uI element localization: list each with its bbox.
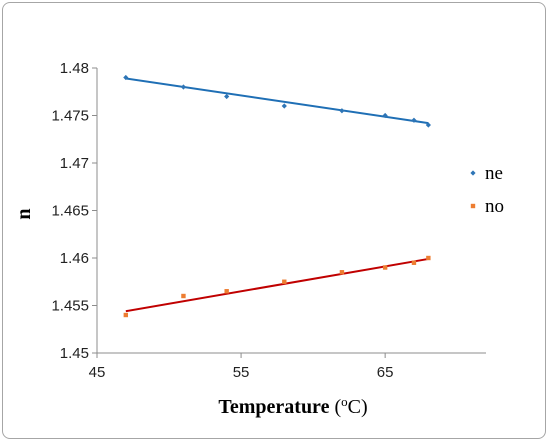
- x-tick-label: 65: [377, 364, 394, 381]
- y-tick-label: 1.47: [60, 155, 89, 172]
- point-no: [282, 279, 287, 284]
- y-tick-label: 1.475: [51, 108, 89, 125]
- x-tick-label: 45: [89, 364, 106, 381]
- x-axis-label-main: Temperature: [218, 396, 329, 418]
- axes: [96, 68, 486, 354]
- y-tick-labels: 1.45 1.455 1.46 1.465 1.47 1.475 1.48: [51, 60, 97, 362]
- x-tick-label: 55: [233, 364, 250, 381]
- y-axis-label: n: [13, 208, 35, 219]
- point-ne: [281, 103, 287, 109]
- y-tick-label: 1.48: [60, 60, 89, 77]
- point-ne: [382, 112, 388, 119]
- point-no: [426, 255, 431, 261]
- legend-marker-no: [470, 203, 476, 209]
- y-tick-label: 1.465: [51, 203, 89, 220]
- trendline-no: [125, 257, 429, 313]
- legend-label-no: no: [485, 196, 504, 217]
- point-ne: [411, 117, 417, 123]
- point-ne: [180, 84, 187, 90]
- x-tick-labels: 45 55 65: [89, 353, 394, 381]
- x-axis-label-unit-sup: o: [341, 394, 348, 409]
- point-ne: [123, 74, 129, 81]
- point-no: [382, 265, 388, 270]
- y-tick-label: 1.455: [51, 298, 89, 315]
- trendline-ne: [125, 77, 429, 125]
- chart-canvas: 1.45 1.455 1.46 1.465 1.47 1.475 1.48 45 55 65 n…: [13, 60, 504, 419]
- point-no: [224, 289, 229, 294]
- point-no: [181, 293, 186, 299]
- legend-marker-ne: [470, 170, 476, 176]
- x-axis-label: Temperature (oC): [218, 394, 367, 419]
- y-tick-label: 1.46: [60, 250, 89, 267]
- point-ne: [425, 122, 431, 128]
- data-points: [123, 74, 431, 318]
- y-tick-label: 1.45: [60, 345, 89, 362]
- point-no: [123, 312, 129, 318]
- point-ne: [339, 108, 345, 114]
- point-ne: [224, 93, 230, 100]
- trendlines: [125, 77, 429, 313]
- chart-frame: 1.45 1.455 1.46 1.465 1.47 1.475 1.48 45 55 65 n…: [2, 2, 546, 439]
- x-axis-label-unit-close: C): [348, 396, 368, 418]
- legend: ne no: [470, 163, 504, 217]
- legend-label-ne: ne: [485, 163, 503, 184]
- point-no: [411, 260, 417, 265]
- point-no: [339, 270, 345, 275]
- x-axis-label-unit-open: (: [329, 396, 341, 418]
